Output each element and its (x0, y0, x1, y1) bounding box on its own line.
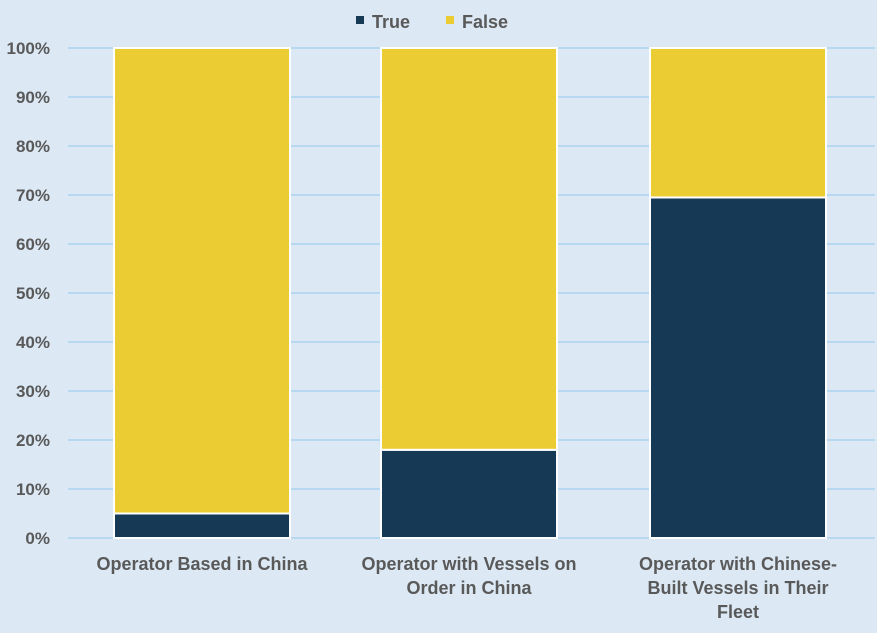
bar-true-3 (649, 196, 827, 539)
x-category-label: Order in China (406, 578, 532, 598)
bar-false-2 (380, 47, 558, 451)
bar-false-3 (649, 47, 827, 199)
y-tick-label: 20% (16, 431, 50, 450)
legend-label-true: True (372, 12, 410, 32)
legend: True False (356, 12, 508, 32)
bar-true-2 (380, 448, 558, 539)
y-tick-label: 90% (16, 88, 50, 107)
legend-swatch-false (446, 16, 454, 24)
x-category-label: Operator with Vessels on (361, 554, 576, 574)
x-category-label: Operator Based in China (96, 554, 308, 574)
y-tick-label: 10% (16, 480, 50, 499)
y-tick-label: 0% (25, 529, 50, 548)
y-tick-label: 30% (16, 382, 50, 401)
y-axis-tick-labels: 0% 10% 20% 30% 40% 50% 60% 70% 80% 90% 100% (7, 39, 50, 548)
y-tick-label: 60% (16, 235, 50, 254)
x-category-label: Fleet (717, 602, 759, 622)
x-axis-category-labels: Operator Based in China Operator with Ves… (96, 554, 837, 622)
bar-true-1 (113, 512, 291, 539)
y-tick-label: 50% (16, 284, 50, 303)
legend-label-false: False (462, 12, 508, 32)
bars (113, 47, 827, 539)
y-tick-label: 100% (7, 39, 50, 58)
y-tick-label: 80% (16, 137, 50, 156)
legend-swatch-true (356, 16, 364, 24)
x-category-label: Operator with Chinese- (639, 554, 837, 574)
y-tick-label: 70% (16, 186, 50, 205)
y-tick-label: 40% (16, 333, 50, 352)
x-category-label: Built Vessels in Their (647, 578, 828, 598)
bar-false-1 (113, 47, 291, 515)
